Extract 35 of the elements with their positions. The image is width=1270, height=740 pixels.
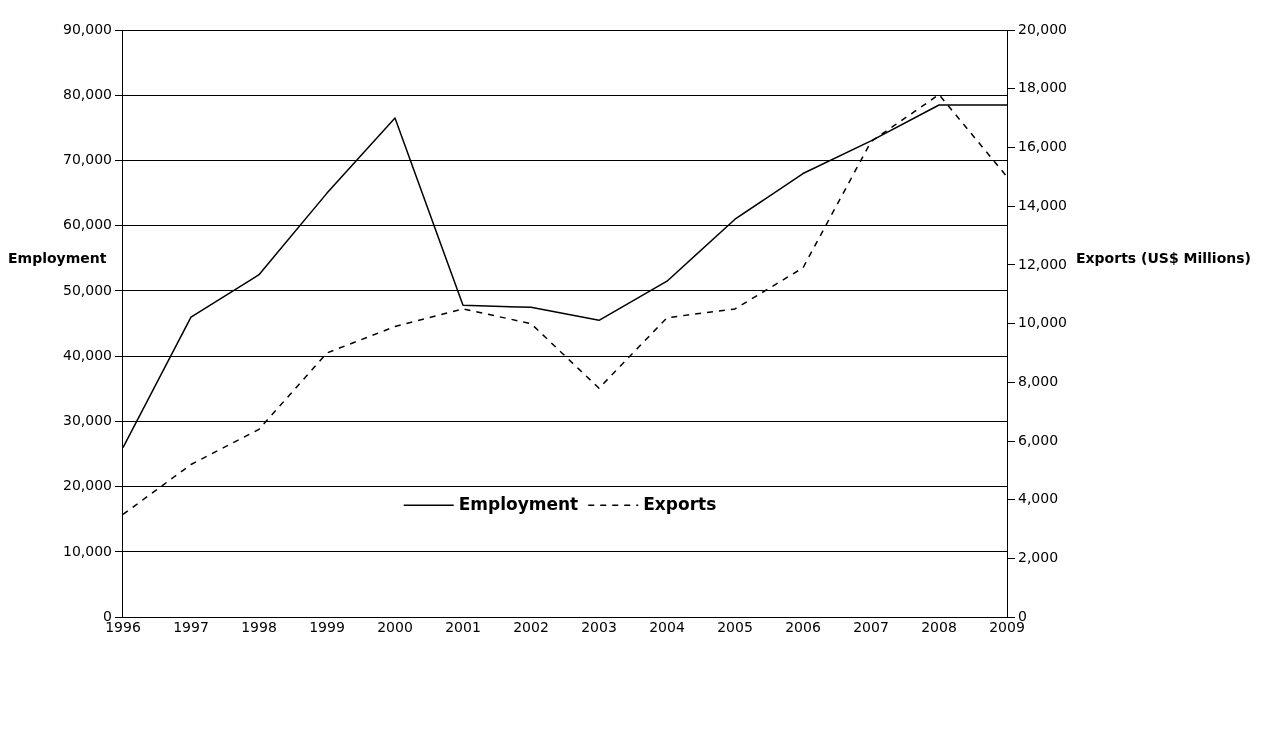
legend-label: Employment: [458, 493, 579, 514]
y2-tick-label: 6,000: [1018, 431, 1059, 448]
y2-axis-title: Exports (US$ Millions): [1076, 249, 1251, 266]
y-axis-title: Employment: [8, 249, 107, 266]
x-tick-label: 2005: [717, 619, 753, 636]
x-tick-label: 2004: [649, 619, 685, 636]
y2-tick-label: 18,000: [1018, 79, 1068, 96]
x-tick-label: 2008: [921, 619, 957, 636]
y2-tick-label: 12,000: [1018, 255, 1068, 272]
y-tick-label: 90,000: [62, 20, 112, 37]
x-tick-label: 1998: [241, 619, 277, 636]
x-tick-label: 1997: [173, 619, 209, 636]
y2-tick-label: 8,000: [1018, 372, 1059, 389]
y-tick-label: 10,000: [62, 542, 112, 559]
y-tick-label: 70,000: [62, 151, 112, 168]
x-tick-label: 2006: [785, 619, 821, 636]
y2-tick-label: 2,000: [1018, 549, 1059, 566]
y2-tick-label: 14,000: [1018, 196, 1068, 213]
y-tick-label: 60,000: [62, 216, 112, 233]
legend-label: Exports: [643, 493, 717, 514]
x-tick-label: 2000: [377, 619, 413, 636]
y-tick-label: 50,000: [62, 281, 112, 298]
x-tick-label: 1999: [309, 619, 345, 636]
y-tick-label: 40,000: [62, 346, 112, 363]
y-tick-label: 30,000: [62, 412, 112, 429]
y2-tick-label: 4,000: [1018, 490, 1059, 507]
y2-tick-label: 20,000: [1018, 20, 1068, 37]
x-tick-label: 2002: [513, 619, 549, 636]
y2-tick-label: 16,000: [1018, 138, 1068, 155]
x-tick-label: 2001: [445, 619, 481, 636]
y-tick-label: 20,000: [62, 477, 112, 494]
y2-tick-label: 10,000: [1018, 314, 1068, 331]
x-tick-label: 2003: [581, 619, 617, 636]
y-tick-label: 80,000: [62, 85, 112, 102]
x-tick-label: 2007: [853, 619, 889, 636]
